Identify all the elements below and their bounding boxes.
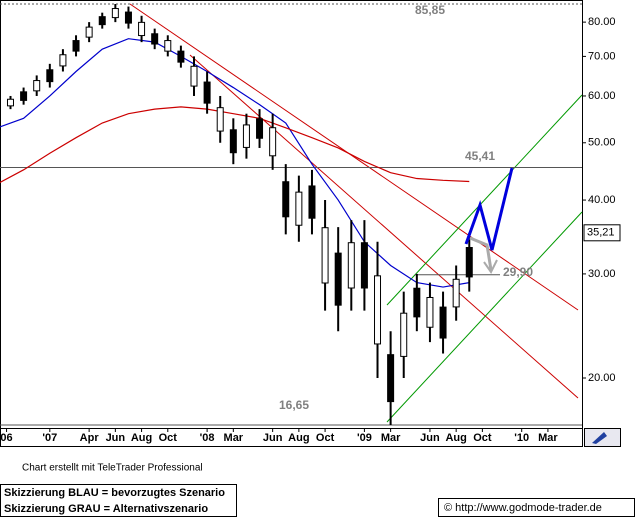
- price-body: [124, 11, 132, 24]
- price-body: [400, 312, 408, 357]
- trend-line: [189, 54, 579, 399]
- trend-line: [129, 3, 579, 311]
- source-box: [438, 498, 635, 517]
- price-body: [85, 26, 93, 38]
- level-label: 45,41: [465, 149, 495, 163]
- x-tick-label: Mar: [538, 432, 558, 444]
- price-body: [465, 247, 473, 278]
- y-tick-label: 30.00: [588, 268, 616, 280]
- x-tick-label: Oct: [316, 432, 335, 444]
- y-tick-label: 40.00: [588, 194, 616, 206]
- channel-line: [386, 211, 583, 423]
- legend-grey: Skizzierung GRAU = Alternativszenario: [4, 503, 208, 515]
- price-body: [203, 81, 211, 104]
- x-tick-label: Aug: [288, 432, 309, 444]
- price-body: [452, 278, 460, 308]
- price-body: [72, 40, 80, 52]
- last-price-box: [583, 224, 621, 242]
- x-tick-label: 06: [0, 432, 12, 444]
- price-body: [347, 242, 355, 289]
- tool-icon-glyph: [592, 432, 607, 444]
- x-tick-label: Aug: [131, 432, 152, 444]
- main-scenario: [464, 167, 514, 251]
- price-body: [321, 227, 329, 284]
- price-body: [439, 306, 447, 339]
- x-tick-label: Jun: [263, 432, 283, 444]
- channel-line: [386, 94, 583, 306]
- price-body: [138, 21, 146, 37]
- price-body: [295, 191, 303, 226]
- x-tick-label: Jun: [106, 432, 126, 444]
- price-body: [308, 185, 316, 219]
- y-tick-label: 50.00: [588, 137, 616, 149]
- x-tick-label: Jun: [420, 432, 440, 444]
- price-body: [33, 80, 41, 92]
- moving-average: [0, 106, 470, 184]
- price-body: [216, 107, 224, 132]
- price-body: [242, 124, 250, 148]
- x-tick-label: Mar: [381, 432, 401, 444]
- x-tick-label: Oct: [159, 432, 178, 444]
- source[interactable]: © http://www.godmode-trader.de: [444, 502, 602, 514]
- price-body: [360, 242, 368, 289]
- x-tick-label: '07: [42, 432, 57, 444]
- y-tick-label: 20.00: [588, 372, 616, 384]
- x-tick-label: '08: [200, 432, 215, 444]
- x-tick-label: Apr: [80, 432, 100, 444]
- x-tick-label: Aug: [445, 432, 466, 444]
- price-body: [229, 129, 237, 154]
- x-tick-label: '09: [357, 432, 372, 444]
- alt-scenario-arrow: [483, 259, 498, 274]
- y-tick-label: 80.00: [588, 16, 616, 28]
- price-body: [59, 54, 67, 67]
- level-label: 16,65: [279, 398, 309, 412]
- price-body: [177, 50, 185, 63]
- price-body: [374, 275, 382, 345]
- price-body: [190, 65, 198, 87]
- price-body: [282, 181, 290, 218]
- price-body: [20, 91, 28, 101]
- price-body: [334, 252, 342, 306]
- credit: Chart erstellt mit TeleTrader Profession…: [22, 463, 203, 474]
- alt-scenario: [469, 236, 493, 271]
- x-tick-label: Mar: [224, 432, 244, 444]
- last-price-label: 35,21: [587, 227, 615, 239]
- moving-average: [0, 38, 470, 288]
- price-body: [6, 98, 14, 107]
- legend-blue: Skizzierung BLAU = bevorzugtes Szenario: [4, 487, 225, 499]
- y-tick-label: 70.00: [588, 50, 616, 62]
- price-body: [426, 296, 434, 328]
- price-body: [151, 33, 159, 45]
- price-body: [413, 287, 421, 318]
- legend-box: [0, 484, 237, 517]
- price-body: [98, 16, 106, 26]
- price-body: [269, 127, 277, 157]
- plot: [0, 3, 583, 426]
- price-body: [387, 354, 395, 403]
- price-body: [164, 40, 172, 52]
- x-tick-label: '10: [514, 432, 529, 444]
- price-body: [256, 118, 264, 139]
- level-label: 85,85: [415, 3, 445, 17]
- x-tick-label: Oct: [473, 432, 492, 444]
- price-body: [111, 8, 119, 19]
- price-body: [46, 69, 54, 83]
- x-axis-strip: [0, 428, 583, 447]
- y-tick-label: 60.00: [588, 90, 616, 102]
- level-label: 29,90: [503, 265, 533, 279]
